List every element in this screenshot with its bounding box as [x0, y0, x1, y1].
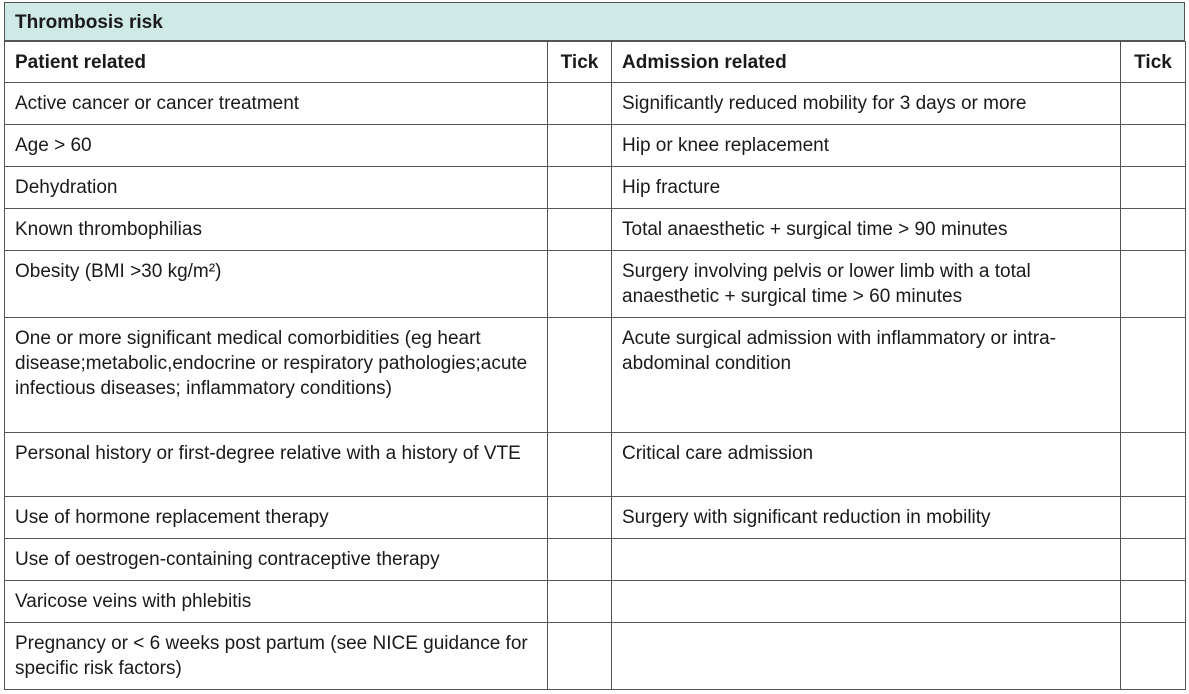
tick-box[interactable]	[1120, 496, 1186, 539]
risk-row: Use of oestrogen-containing contraceptiv…	[4, 538, 1186, 581]
admission-factor: Acute surgical admission with inflammato…	[611, 317, 1121, 433]
tick-box[interactable]	[547, 317, 612, 433]
tick-box[interactable]	[547, 82, 612, 125]
patient-factor: Varicose veins with phlebitis	[4, 580, 548, 623]
header-cell: Patient related	[4, 41, 548, 83]
patient-factor: One or more significant medical comorbid…	[4, 317, 548, 433]
patient-factor: Personal history or first-degree relativ…	[4, 432, 548, 497]
admission-factor	[611, 622, 1121, 690]
admission-factor: Significantly reduced mobility for 3 day…	[611, 82, 1121, 125]
tick-box[interactable]	[547, 432, 612, 497]
tick-box[interactable]	[1120, 166, 1186, 209]
tick-box[interactable]	[547, 250, 612, 318]
risk-form: Thrombosis risk Patient related Tick Adm…	[4, 2, 1186, 690]
tick-box[interactable]	[547, 166, 612, 209]
header-row: Patient related Tick Admission related T…	[4, 41, 1186, 83]
tick-box[interactable]	[1120, 317, 1186, 433]
tick-box[interactable]	[547, 622, 612, 690]
tick-box[interactable]	[1120, 538, 1186, 581]
header-cell: Admission related	[611, 41, 1121, 83]
patient-factor: Obesity (BMI >30 kg/m²)	[4, 250, 548, 318]
tick-box[interactable]	[1120, 208, 1186, 251]
patient-factor: Use of oestrogen-containing contraceptiv…	[4, 538, 548, 581]
tick-box[interactable]	[1120, 580, 1186, 623]
risk-row: Personal history or first-degree relativ…	[4, 432, 1186, 497]
tick-box[interactable]	[547, 124, 612, 167]
patient-factor: Dehydration	[4, 166, 548, 209]
header-cell: Tick	[1120, 41, 1186, 83]
risk-row: Dehydration Hip fracture	[4, 166, 1186, 209]
tick-box[interactable]	[1120, 432, 1186, 497]
admission-factor: Hip or knee replacement	[611, 124, 1121, 167]
tick-box[interactable]	[1120, 250, 1186, 318]
risk-row: Known thrombophilias Total anaesthetic + …	[4, 208, 1186, 251]
tick-box[interactable]	[1120, 82, 1186, 125]
admission-factor: Surgery involving pelvis or lower limb w…	[611, 250, 1121, 318]
admission-factor: Surgery with significant reduction in mo…	[611, 496, 1121, 539]
tick-box[interactable]	[1120, 622, 1186, 690]
risk-row: Use of hormone replacement therapy Surger…	[4, 496, 1186, 539]
patient-factor: Age > 60	[4, 124, 548, 167]
admission-factor: Total anaesthetic + surgical time > 90 m…	[611, 208, 1121, 251]
risk-row: Obesity (BMI >30 kg/m²) Surgery involving…	[4, 250, 1186, 318]
tick-box[interactable]	[1120, 124, 1186, 167]
risk-row: One or more significant medical comorbid…	[4, 317, 1186, 433]
patient-factor: Pregnancy or < 6 weeks post partum (see …	[4, 622, 548, 690]
admission-factor: Critical care admission	[611, 432, 1121, 497]
patient-factor: Active cancer or cancer treatment	[4, 82, 548, 125]
admission-factor: Hip fracture	[611, 166, 1121, 209]
header-cell: Tick	[547, 41, 612, 83]
risk-table: Patient related Tick Admission related T…	[4, 41, 1186, 690]
risk-row: Pregnancy or < 6 weeks post partum (see …	[4, 622, 1186, 690]
tick-box[interactable]	[547, 580, 612, 623]
admission-factor	[611, 538, 1121, 581]
tick-box[interactable]	[547, 496, 612, 539]
patient-factor: Known thrombophilias	[4, 208, 548, 251]
admission-factor	[611, 580, 1121, 623]
tick-box[interactable]	[547, 538, 612, 581]
tick-box[interactable]	[547, 208, 612, 251]
risk-row: Varicose veins with phlebitis	[4, 580, 1186, 623]
risk-row: Age > 60 Hip or knee replacement	[4, 124, 1186, 167]
patient-factor: Use of hormone replacement therapy	[4, 496, 548, 539]
risk-row: Active cancer or cancer treatment Signifi…	[4, 82, 1186, 125]
table-title: Thrombosis risk	[4, 2, 1185, 41]
